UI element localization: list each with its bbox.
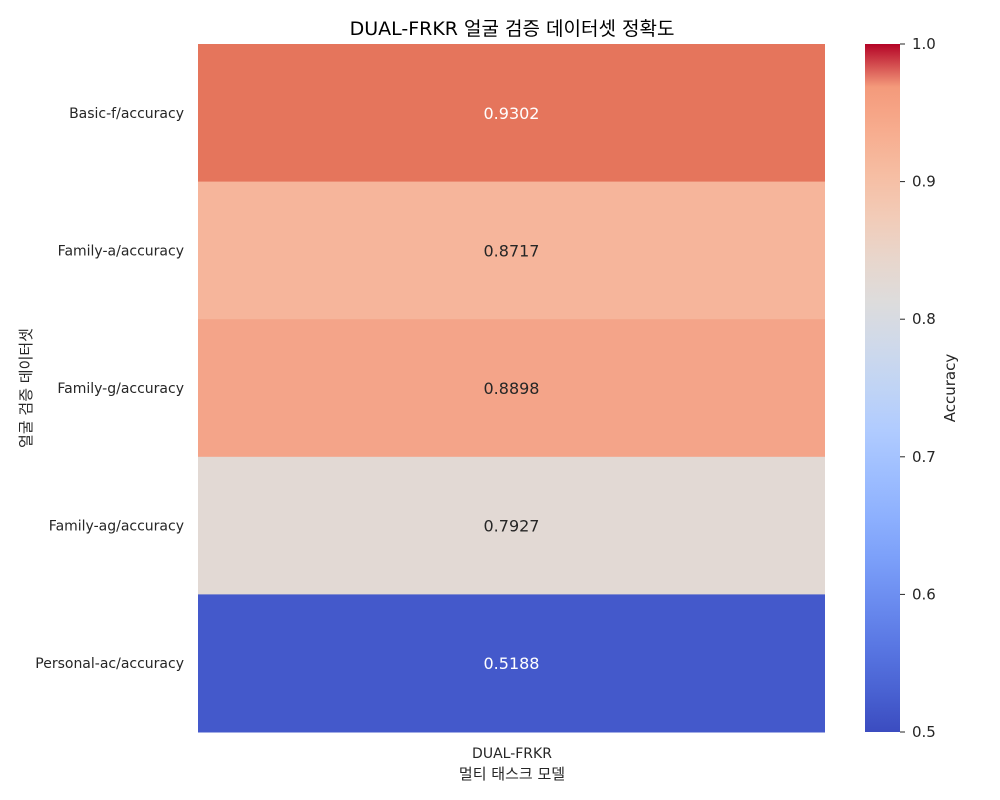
colorbar-ticks: 0.5 0.6 0.7 0.8 0.9 1.0 (900, 35, 936, 741)
colorbar-label: Accuracy (941, 354, 959, 423)
colorbar-tick-label: 0.6 (912, 585, 936, 603)
column-tick-label: DUAL-FRKR (472, 746, 552, 762)
colorbar-tick-label: 0.9 (912, 173, 936, 191)
chart-title: DUAL-FRKR 얼굴 검증 데이터셋 정확도 (350, 18, 675, 40)
cell-value-label: 0.7927 (484, 517, 540, 536)
row-tick-label: Family-a/accuracy (58, 243, 184, 259)
row-tick-label: Personal-ac/accuracy (35, 656, 184, 672)
heatmap-cells: 0.9302 0.8717 0.8898 0.7927 0.5188 (198, 44, 825, 733)
colorbar-tick-label: 0.7 (912, 448, 936, 466)
colorbar-tick-label: 0.8 (912, 310, 936, 328)
cell-value-label: 0.5188 (484, 654, 540, 673)
cell-value-label: 0.8898 (484, 379, 540, 398)
colorbar (865, 44, 900, 732)
colorbar-tick-label: 0.5 (912, 723, 936, 741)
row-tick-label: Basic-f/accuracy (69, 106, 184, 122)
row-labels: Basic-f/accuracy Family-a/accuracy Family-… (35, 106, 184, 672)
row-tick-label: Family-ag/accuracy (49, 519, 184, 535)
x-axis-label: 멀티 태스크 모델 (459, 765, 565, 783)
colorbar-tick-label: 1.0 (912, 35, 936, 53)
y-axis-label: 얼굴 검증 데이터셋 (17, 328, 35, 448)
row-tick-label: Family-g/accuracy (57, 381, 184, 397)
cell-value-label: 0.8717 (484, 241, 540, 260)
cell-value-label: 0.9302 (484, 104, 540, 123)
